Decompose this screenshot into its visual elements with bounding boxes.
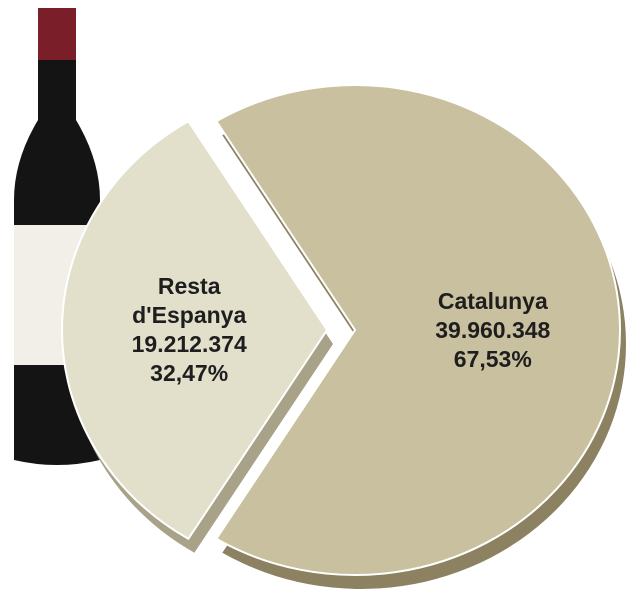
slice [214, 84, 621, 576]
slice-label: Catalunya 39.960.348 67,53% [403, 287, 583, 374]
category-label: Catalunya [437, 287, 548, 314]
value-label: 39.960.348 [435, 316, 551, 343]
slice-label: Resta d'Espanya 19.212.374 32,47% [99, 272, 279, 388]
slice [61, 119, 329, 541]
percentage-label: 32,47% [150, 360, 229, 386]
category-label: Resta d'Espanya [132, 273, 247, 328]
percentage-label: 67,53% [453, 345, 532, 372]
value-label: 19.212.374 [131, 331, 247, 357]
